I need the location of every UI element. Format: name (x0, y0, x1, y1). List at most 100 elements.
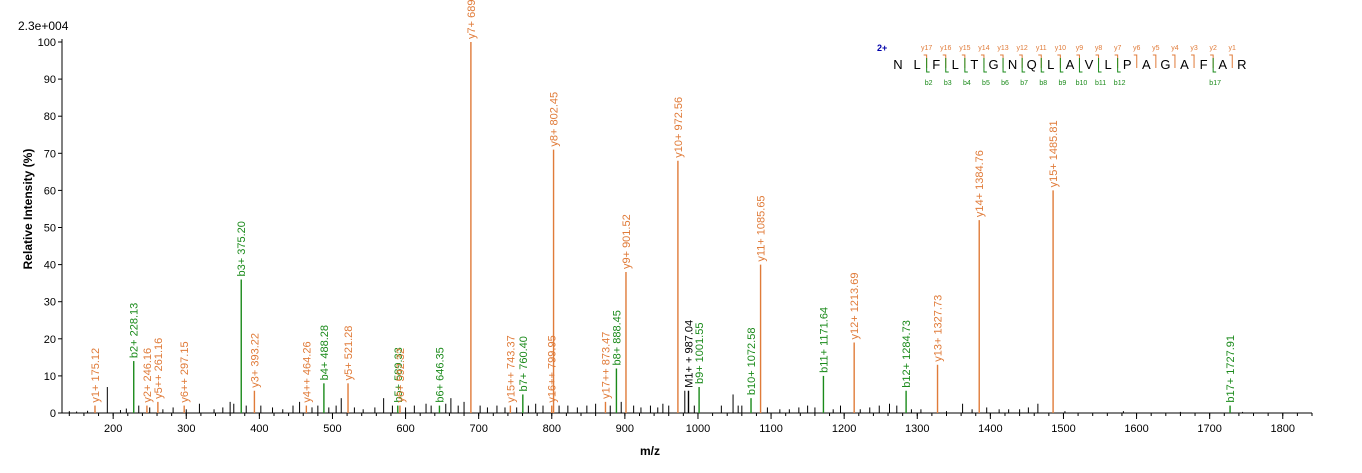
peak-label: y15+ 1485.81 (1048, 120, 1060, 187)
peak-label: y9+ 901.52 (621, 214, 633, 269)
y-ion-label: y8 (1095, 45, 1103, 52)
sequence-residue: N (1008, 57, 1017, 72)
peak-label: y8+ 802.45 (549, 92, 561, 147)
sequence-residue: Q (1027, 57, 1037, 72)
x-tick-label: 200 (104, 423, 122, 435)
y-ion-label: y7 (1114, 45, 1122, 52)
sequence-residue: L (1047, 57, 1054, 72)
y-tick-label: 30 (44, 297, 56, 309)
peak-label: b11+ 1171.64 (818, 307, 830, 373)
y-ion-bracket (1171, 54, 1176, 68)
b-ion-label: b11 (1095, 80, 1106, 87)
sequence-residue: F (932, 57, 940, 72)
peak-label: y7+ 689.37 (466, 0, 478, 39)
b-ion-label: b6 (1001, 80, 1009, 87)
x-tick-label: 500 (323, 423, 341, 435)
y-ion-label: y10 (1055, 45, 1066, 52)
b-ion-label: b12 (1114, 80, 1126, 87)
peak-label: y4++ 464.26 (301, 341, 313, 402)
y-ion-label: y13 (997, 45, 1008, 52)
y-ion-label: y3 (1190, 45, 1198, 52)
sequence-residue: L (952, 57, 959, 72)
x-tick-label: 1100 (759, 423, 783, 435)
peak-label: b12+ 1284.73 (901, 320, 913, 388)
sequence-residue: A (1142, 57, 1151, 72)
peak-label: y13+ 1327.73 (933, 295, 945, 362)
b-ion-bracket (983, 58, 987, 73)
y-ion-label: y9 (1076, 45, 1084, 52)
y-axis-label-text: Relative Intensity (%) (21, 148, 35, 270)
b-ion-label: b7 (1020, 80, 1028, 87)
sequence-residue: L (913, 57, 920, 72)
peak-label: b5+ 589.33 (393, 347, 405, 402)
y-ion-label: y5 (1152, 45, 1160, 52)
y-tick-label: 60 (44, 185, 56, 197)
b-ion-bracket (1098, 58, 1102, 73)
sequence-residue: A (1218, 57, 1227, 72)
x-tick-label: 1200 (832, 423, 856, 435)
b-ion-bracket (964, 58, 968, 73)
b-ion-bracket (1212, 58, 1217, 73)
peak-label: y12+ 1213.69 (849, 273, 861, 340)
y-tick-label: 0 (50, 408, 56, 420)
sequence-residue: G (1160, 57, 1170, 72)
y-ion-bracket (1133, 54, 1138, 68)
x-tick-label: 1500 (1051, 423, 1075, 435)
peak-label: b10+ 1072.58 (746, 328, 758, 396)
peak-label: y6++ 297.15 (179, 341, 191, 402)
x-tick-label: 900 (616, 423, 634, 435)
peak-label: b2+ 228.13 (129, 303, 141, 358)
x-tick-label: 1700 (1197, 423, 1221, 435)
sequence-residue: V (1085, 57, 1094, 72)
peak-label: y2+ 246.16 (142, 348, 154, 403)
y-ion-label: y2 (1209, 45, 1217, 52)
x-tick-label: 1400 (978, 423, 1002, 435)
y-ion-bracket (1152, 54, 1157, 68)
y-tick-label: 50 (44, 223, 56, 235)
x-tick-label: 600 (396, 423, 414, 435)
peak-label: b9+ 1001.55 (694, 323, 706, 384)
peak-label: y14+ 1384.76 (974, 150, 986, 217)
y-ion-label: y15 (959, 45, 970, 52)
y-tick-label: 20 (44, 334, 56, 346)
b-ion-label: b17 (1209, 80, 1221, 87)
sequence-residue: T (970, 57, 978, 72)
b-ion-label: b5 (982, 80, 990, 87)
noise-peaks (68, 387, 1244, 413)
b-ion-label: b9 (1058, 80, 1066, 87)
x-axis-label: m/z (639, 444, 660, 458)
x-tick-label: 400 (250, 423, 268, 435)
peak-label: b8+ 888.45 (611, 310, 623, 365)
peak-label: b4+ 488.28 (319, 325, 331, 380)
b-ion-bracket (1059, 58, 1064, 73)
sequence-residue: F (1200, 57, 1208, 72)
y-tick-label: 100 (38, 37, 56, 49)
b-ion-bracket (1040, 58, 1045, 73)
peak-label: M1+ + 987.04 (683, 320, 695, 388)
x-tick-label: 700 (469, 423, 487, 435)
sequence-residue: G (988, 57, 998, 72)
y-ion-bracket (1191, 54, 1195, 68)
peak-label: y17++ 873.47 (600, 332, 612, 399)
b-ion-label: b10 (1076, 80, 1088, 87)
y-axis-label: Relative Intensity (%) (8, 149, 38, 270)
b-ion-label: b3 (944, 80, 952, 87)
y-tick-label: 10 (44, 371, 56, 383)
sequence-residue: R (1237, 57, 1246, 72)
b-ion-bracket (1021, 58, 1026, 73)
peak-label: y6+ 592.32 (395, 348, 407, 403)
x-tick-label: 1600 (1124, 423, 1148, 435)
sequence-residue: A (1066, 57, 1075, 72)
intensity-scale-label: 2.3e+004 (18, 19, 69, 33)
peak-label: b6+ 646.35 (434, 347, 446, 402)
peak-label: b7+ 760.40 (518, 336, 530, 391)
peak-label: y15++ 743.37 (505, 335, 517, 402)
sequence-residue: L (1104, 57, 1111, 72)
peak-label: y1+ 175.12 (90, 348, 102, 403)
peak-label: y16++ 799.95 (547, 335, 559, 402)
y-ion-label: y6 (1133, 45, 1141, 52)
peak-label: y3+ 393.22 (249, 333, 261, 388)
sequence-residue: N (893, 57, 902, 72)
y-ion-bracket (1229, 54, 1233, 68)
